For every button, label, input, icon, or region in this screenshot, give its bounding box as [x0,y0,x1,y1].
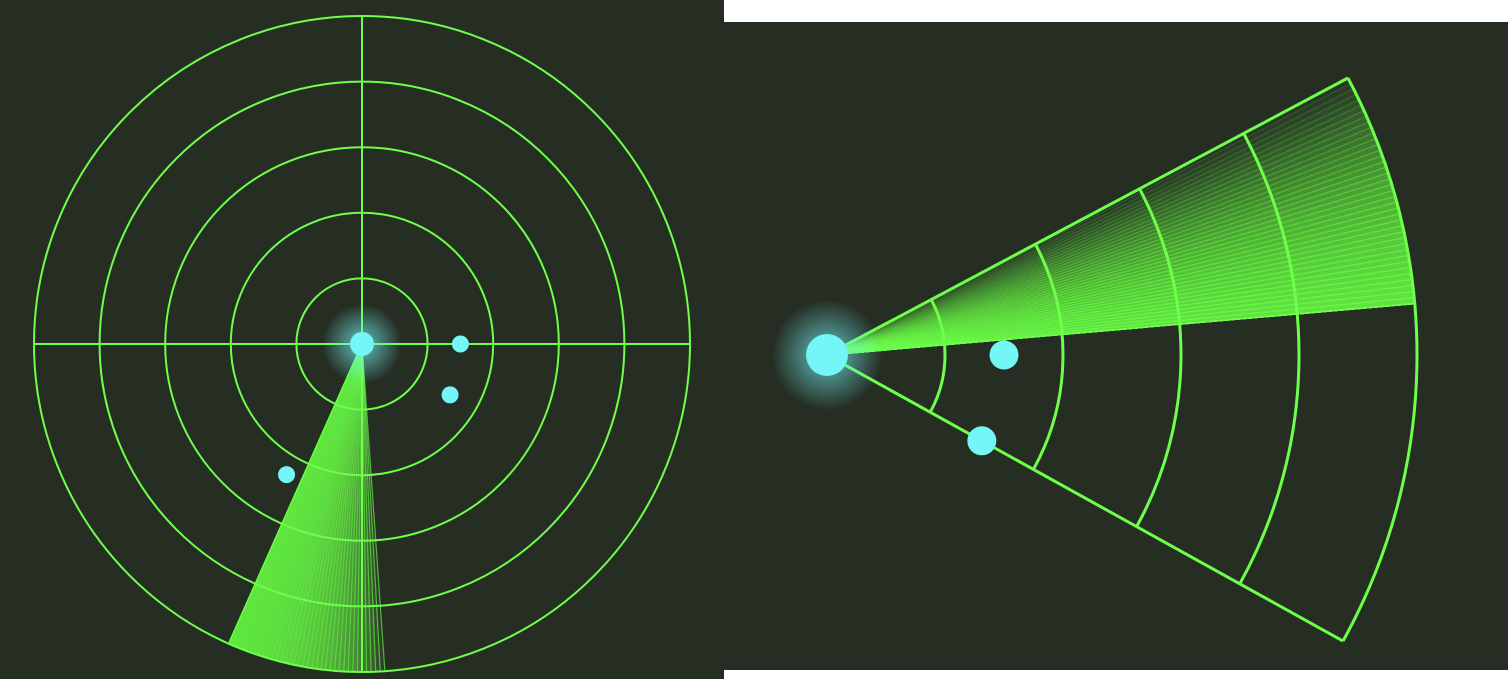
blip [451,335,469,353]
range-arcs [928,77,1419,642]
range-arc [1135,188,1183,528]
blips [278,335,469,484]
blips [967,340,1019,456]
sector-edge-lower [826,353,1344,643]
range-arc [1032,243,1065,471]
sector-radar-panel [724,22,1508,670]
sector-edge-upper [826,76,1349,357]
blip [441,386,459,404]
circular-radar [0,0,724,679]
blip [989,340,1019,370]
circular-radar-panel [0,0,724,679]
range-arc [1238,132,1301,585]
blip [967,426,997,456]
center-dot [350,332,374,356]
blip [278,466,296,484]
sector-radar [724,22,1508,670]
range-arc [1341,77,1419,642]
center-dot [806,334,848,376]
range-arc [928,298,947,413]
